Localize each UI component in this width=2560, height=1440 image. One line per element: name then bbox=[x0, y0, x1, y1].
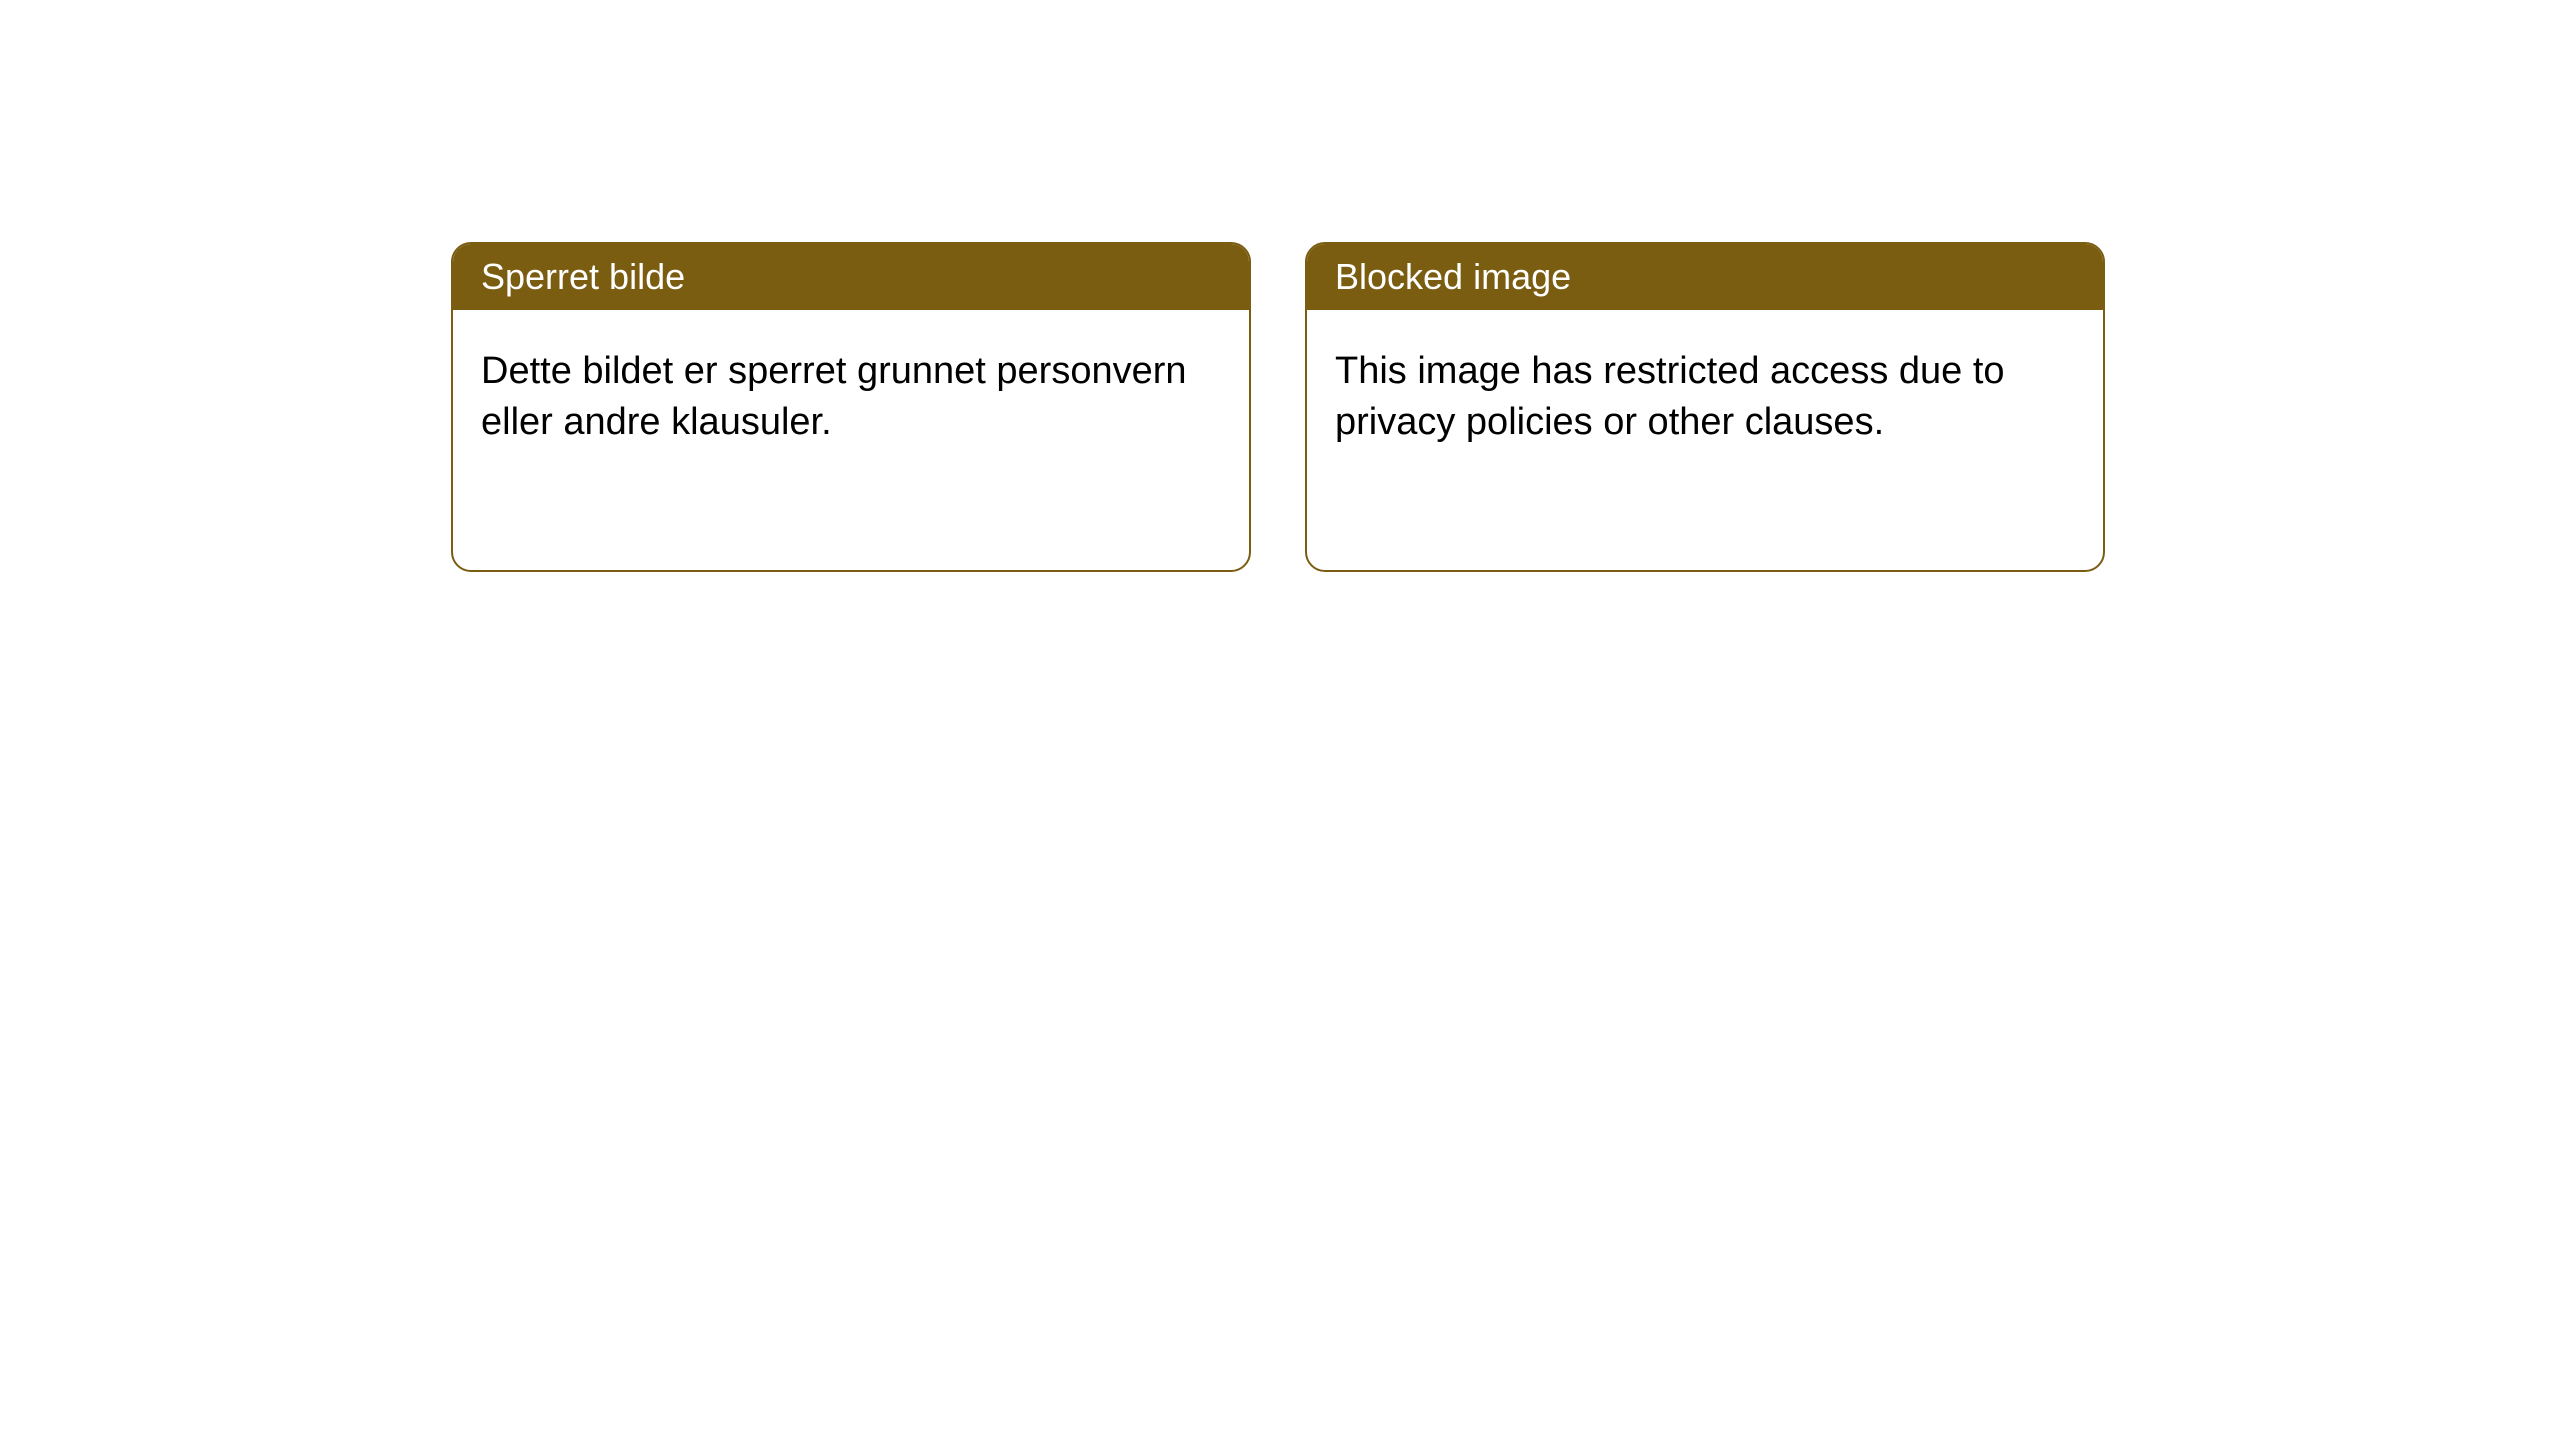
notice-card-english: Blocked image This image has restricted … bbox=[1305, 242, 2105, 572]
notice-body-english: This image has restricted access due to … bbox=[1307, 310, 2103, 485]
notice-title-english: Blocked image bbox=[1307, 244, 2103, 310]
notice-title-norwegian: Sperret bilde bbox=[453, 244, 1249, 310]
notice-body-norwegian: Dette bildet er sperret grunnet personve… bbox=[453, 310, 1249, 485]
blocked-image-notices: Sperret bilde Dette bildet er sperret gr… bbox=[451, 242, 2560, 572]
notice-card-norwegian: Sperret bilde Dette bildet er sperret gr… bbox=[451, 242, 1251, 572]
